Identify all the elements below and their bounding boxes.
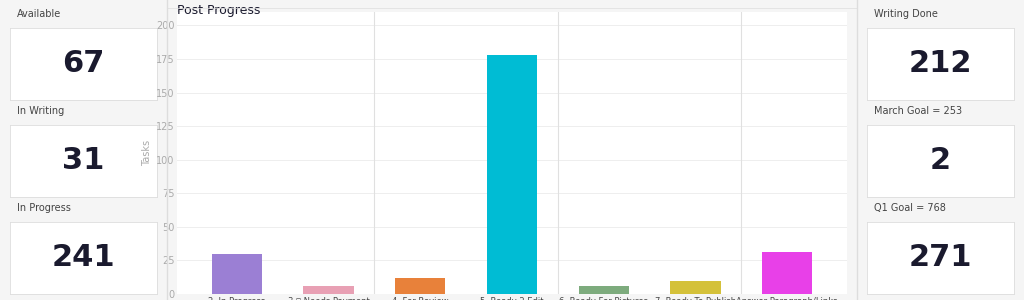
Text: Available: Available bbox=[17, 9, 61, 20]
Text: In Progress: In Progress bbox=[17, 203, 72, 213]
Text: March Goal = 253: March Goal = 253 bbox=[874, 106, 963, 116]
Text: 2: 2 bbox=[930, 146, 951, 175]
Text: 241: 241 bbox=[51, 243, 116, 272]
Y-axis label: Tasks: Tasks bbox=[141, 140, 152, 166]
Text: In Writing: In Writing bbox=[17, 106, 65, 116]
Bar bbox=[486, 55, 538, 294]
Bar bbox=[303, 286, 353, 294]
Text: 212: 212 bbox=[908, 49, 973, 78]
Text: Writing Done: Writing Done bbox=[874, 9, 938, 20]
Text: Q1 Goal = 768: Q1 Goal = 768 bbox=[874, 203, 946, 213]
Text: Post Progress: Post Progress bbox=[177, 4, 260, 16]
Text: 31: 31 bbox=[62, 146, 104, 175]
Bar bbox=[762, 252, 812, 294]
Bar bbox=[579, 286, 629, 294]
Bar bbox=[395, 278, 445, 294]
Bar bbox=[671, 280, 721, 294]
Text: 67: 67 bbox=[62, 49, 104, 78]
Text: 271: 271 bbox=[908, 243, 973, 272]
Bar bbox=[212, 254, 262, 294]
